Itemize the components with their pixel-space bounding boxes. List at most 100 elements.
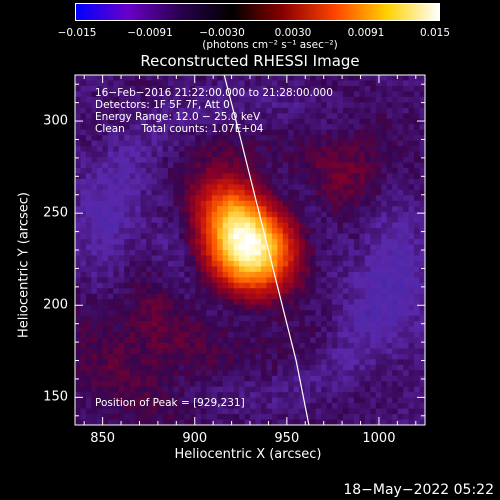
heatmap-cell bbox=[397, 310, 404, 317]
heatmap-cell bbox=[217, 129, 224, 136]
heatmap-cell bbox=[370, 233, 377, 240]
heatmap-cell bbox=[266, 348, 273, 355]
heatmap-cell bbox=[293, 282, 300, 289]
heatmap-cell bbox=[370, 162, 377, 169]
heatmap-cell bbox=[337, 107, 344, 114]
heatmap-cell bbox=[353, 299, 360, 306]
heatmap-cell bbox=[244, 85, 251, 92]
heatmap-cell bbox=[96, 140, 103, 147]
heatmap-cell bbox=[288, 414, 295, 420]
heatmap-cell bbox=[277, 315, 284, 322]
heatmap-cell bbox=[162, 266, 169, 273]
heatmap-cell bbox=[124, 250, 131, 256]
heatmap-cell bbox=[107, 337, 114, 344]
heatmap-cell bbox=[211, 260, 218, 267]
heatmap-cell bbox=[419, 364, 426, 371]
heatmap-cell bbox=[80, 118, 87, 125]
heatmap-cell bbox=[239, 326, 245, 333]
heatmap-cell bbox=[321, 337, 327, 344]
heatmap-cell bbox=[392, 228, 399, 234]
heatmap-cell bbox=[277, 310, 284, 317]
heatmap-cell bbox=[375, 271, 382, 278]
heatmap-cell bbox=[80, 107, 87, 114]
heatmap-cell bbox=[271, 173, 278, 180]
heatmap-cell bbox=[326, 250, 333, 256]
heatmap-cell bbox=[326, 332, 333, 338]
heatmap-cell bbox=[211, 167, 218, 174]
heatmap-cell bbox=[167, 195, 174, 202]
heatmap-cell bbox=[299, 271, 306, 278]
heatmap-cell bbox=[244, 189, 251, 196]
heatmap-cell bbox=[91, 381, 98, 388]
heatmap-cell bbox=[206, 277, 213, 284]
heatmap-cell bbox=[419, 277, 426, 284]
heatmap-cell bbox=[113, 392, 120, 399]
heatmap-cell bbox=[337, 375, 344, 382]
heatmap-cell bbox=[386, 118, 393, 125]
heatmap-cell bbox=[85, 222, 92, 229]
heatmap-cell bbox=[260, 277, 267, 284]
heatmap-cell bbox=[353, 414, 360, 420]
heatmap-cell bbox=[299, 228, 306, 234]
heatmap-cell bbox=[370, 304, 377, 311]
heatmap-cell bbox=[118, 370, 125, 377]
heatmap-cell bbox=[239, 113, 245, 120]
heatmap-cell bbox=[228, 337, 234, 344]
heatmap-cell bbox=[239, 364, 245, 371]
heatmap-cell bbox=[129, 315, 136, 322]
heatmap-cell bbox=[310, 91, 317, 98]
heatmap-cell bbox=[217, 419, 224, 426]
heatmap-cell bbox=[282, 370, 289, 377]
heatmap-cell bbox=[146, 118, 152, 125]
heatmap-cell bbox=[107, 91, 114, 98]
heatmap-cell bbox=[315, 321, 322, 327]
heatmap-cell bbox=[419, 184, 426, 191]
heatmap-cell bbox=[315, 157, 322, 163]
heatmap-cell bbox=[140, 332, 147, 338]
heatmap-cell bbox=[189, 118, 196, 125]
heatmap-cell bbox=[277, 414, 284, 420]
heatmap-cell bbox=[277, 332, 284, 338]
heatmap-cell bbox=[222, 96, 229, 103]
heatmap-cell bbox=[315, 167, 322, 174]
heatmap-cell bbox=[397, 342, 404, 349]
heatmap-cell bbox=[85, 233, 92, 240]
heatmap-cell bbox=[293, 239, 300, 245]
heatmap-cell bbox=[288, 282, 295, 289]
heatmap-cell bbox=[299, 293, 306, 300]
heatmap-cell bbox=[381, 321, 388, 327]
heatmap-cell bbox=[414, 140, 420, 147]
heatmap-cell bbox=[85, 124, 92, 131]
heatmap-cell bbox=[222, 222, 229, 229]
heatmap-cell bbox=[293, 271, 300, 278]
heatmap-cell bbox=[271, 184, 278, 191]
heatmap-cell bbox=[113, 75, 120, 81]
heatmap-cell bbox=[403, 337, 409, 344]
heatmap-cell bbox=[332, 414, 338, 420]
heatmap-cell bbox=[364, 200, 371, 207]
heatmap-cell bbox=[304, 299, 311, 306]
heatmap-cell bbox=[332, 370, 338, 377]
heatmap-cell bbox=[217, 250, 224, 256]
heatmap-cell bbox=[162, 239, 169, 245]
heatmap-cell bbox=[282, 200, 289, 207]
heatmap-cell bbox=[135, 304, 142, 311]
heatmap-cell bbox=[189, 375, 196, 382]
heatmap-cell bbox=[107, 414, 114, 420]
heatmap-cell bbox=[359, 96, 366, 103]
heatmap-cell bbox=[96, 217, 103, 224]
heatmap-cell bbox=[184, 326, 191, 333]
heatmap-cell bbox=[244, 80, 251, 87]
heatmap-cell bbox=[173, 129, 180, 136]
heatmap-cell bbox=[271, 222, 278, 229]
heatmap-cell bbox=[157, 151, 163, 158]
heatmap-cell bbox=[408, 195, 415, 202]
heatmap-cell bbox=[173, 321, 180, 327]
heatmap-cell bbox=[315, 102, 322, 109]
heatmap-cell bbox=[107, 151, 114, 158]
heatmap-cell bbox=[189, 315, 196, 322]
heatmap-cell bbox=[277, 85, 284, 92]
heatmap-cell bbox=[255, 315, 262, 322]
heatmap-cell bbox=[151, 250, 158, 256]
heatmap-cell bbox=[386, 124, 393, 131]
